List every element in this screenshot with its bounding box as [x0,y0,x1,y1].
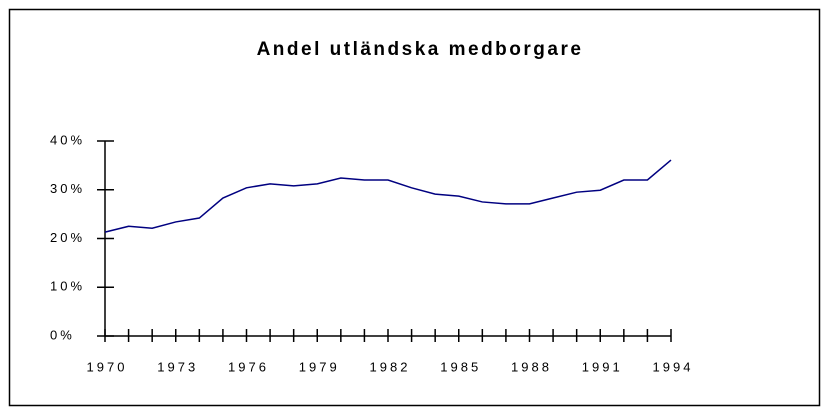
y-tick-label: 0% [50,327,75,342]
x-tick-label: 1982 [370,359,411,374]
chart-frame [8,8,821,407]
x-tick-label: 1976 [228,359,269,374]
x-tick-label: 1994 [653,359,694,374]
line-series [104,159,672,233]
x-tick-label: 1979 [299,359,340,374]
x-tick-label: 1985 [440,359,481,374]
y-tick-label: 20% [50,230,85,245]
y-tick-label: 30% [50,181,85,196]
x-tick-label: 1988 [511,359,552,374]
x-tick-label: 1970 [87,359,128,374]
x-tick-label: 1973 [157,359,198,374]
chart-title: Andel utländska medborgare [257,39,584,60]
y-tick-label: 10% [50,279,85,294]
y-tick-label: 40% [50,132,85,147]
x-tick-label: 1991 [582,359,623,374]
